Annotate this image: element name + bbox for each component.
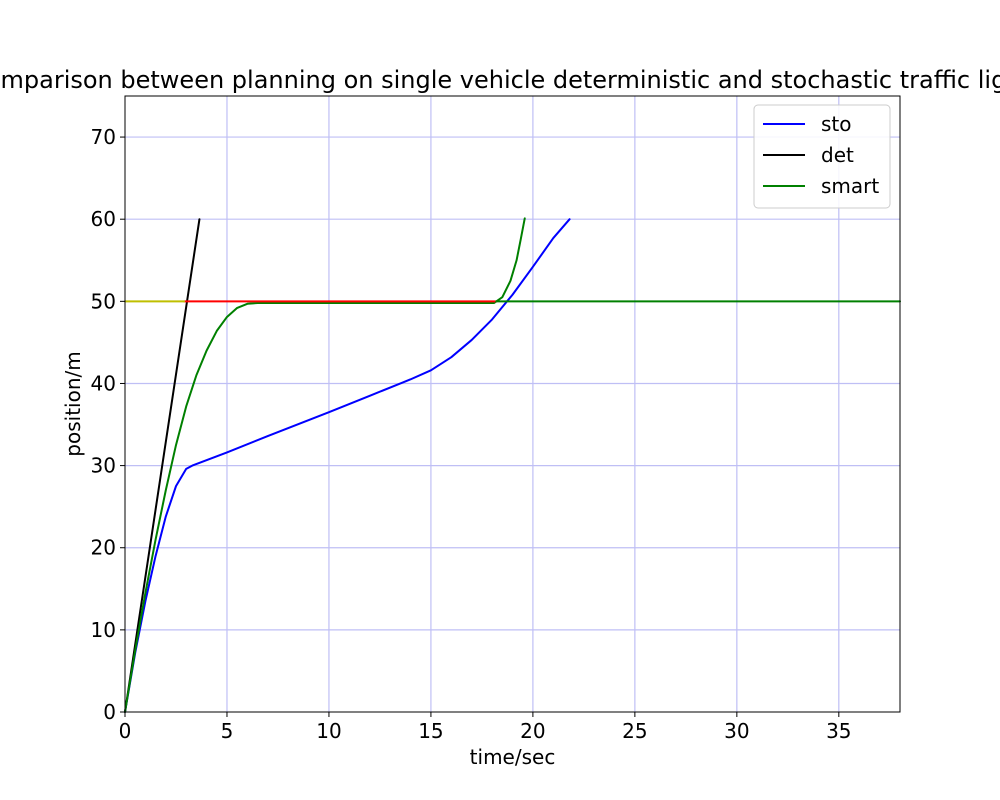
x-tick-label: 0 <box>119 719 132 743</box>
legend-label-sto: sto <box>821 112 852 136</box>
legend: sto det smart <box>753 104 891 209</box>
y-tick-label: 10 <box>91 618 116 642</box>
legend-box <box>753 104 891 209</box>
x-tick-label: 15 <box>418 719 443 743</box>
legend-label-smart: smart <box>821 174 879 198</box>
x-tick-label: 10 <box>316 719 341 743</box>
x-tick-label: 35 <box>826 719 851 743</box>
x-tick-label: 5 <box>221 719 234 743</box>
y-axis-label: position/m <box>61 351 85 456</box>
axis-ticks: 0 5 10 15 20 25 30 35 0 10 20 30 40 50 60 70 <box>91 125 852 743</box>
series-line-sto <box>124 218 571 713</box>
y-tick-label: 0 <box>103 700 116 724</box>
chart-title: Comparison between planning on single ve… <box>0 66 1000 94</box>
x-axis-label: time/sec <box>470 745 556 769</box>
y-tick-label: 70 <box>91 125 116 149</box>
series-line-smart <box>124 217 526 713</box>
plot-area <box>124 217 901 713</box>
grid <box>125 96 900 712</box>
y-tick-label: 30 <box>91 454 116 478</box>
y-tick-label: 50 <box>91 289 116 313</box>
x-tick-label: 25 <box>622 719 647 743</box>
y-tick-label: 40 <box>91 371 116 395</box>
y-tick-label: 20 <box>91 536 116 560</box>
x-tick-label: 20 <box>520 719 545 743</box>
axes-frame <box>124 95 901 713</box>
y-tick-label: 60 <box>91 207 116 231</box>
legend-label-det: det <box>821 143 854 167</box>
x-tick-label: 30 <box>724 719 749 743</box>
